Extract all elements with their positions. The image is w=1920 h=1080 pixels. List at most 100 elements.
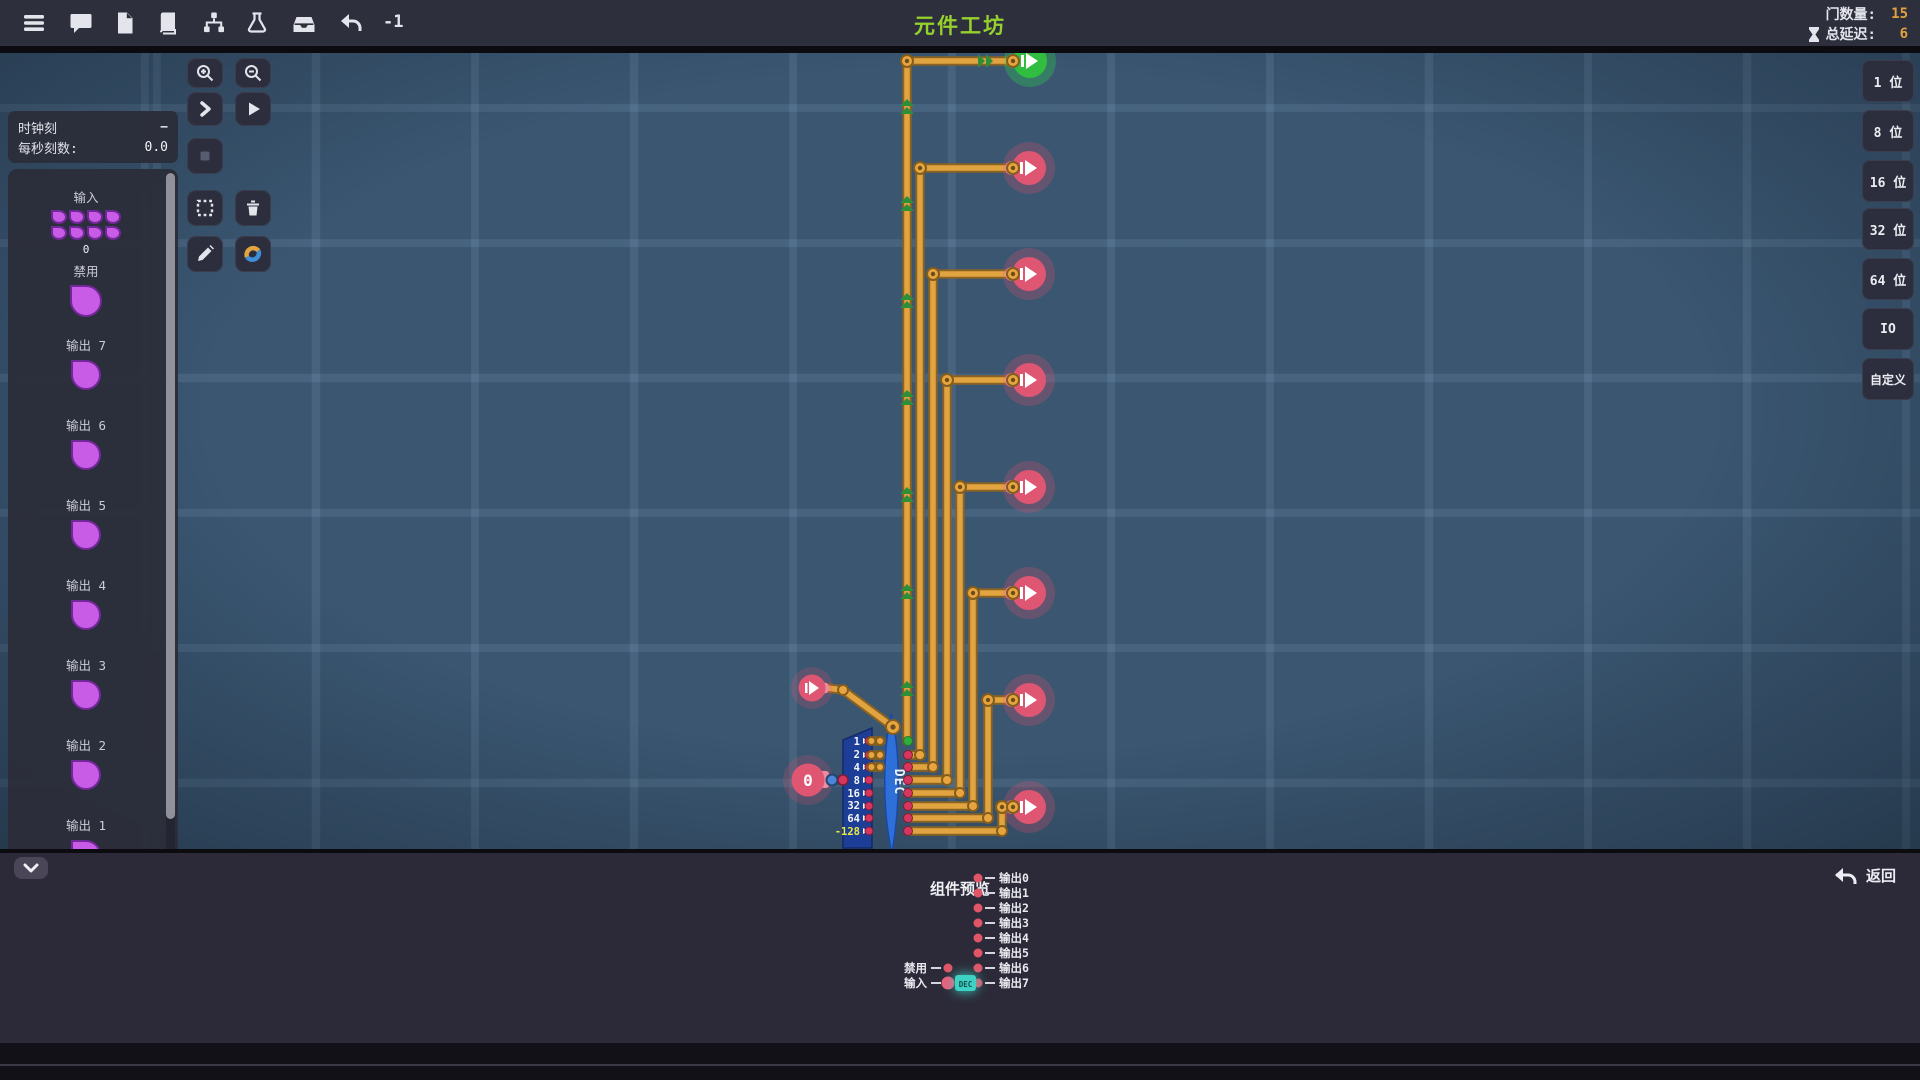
bit-drop-glyph xyxy=(71,600,101,630)
dec-pin-label-neg128: -128 xyxy=(835,826,860,838)
dec-pin-label: 8 xyxy=(854,775,860,787)
palette-item-output5[interactable]: 输出 5 xyxy=(8,495,164,553)
delay-value: 6 xyxy=(1899,26,1908,42)
bit-width-io[interactable]: IO xyxy=(1862,308,1914,350)
wire-node-holes xyxy=(890,58,1016,810)
bit-width-8[interactable]: 8 位 xyxy=(1862,110,1914,152)
flask-icon[interactable] xyxy=(245,11,269,35)
title-bar: -1 元件工坊 门数量: 15 总延迟: 6 xyxy=(0,0,1920,46)
palette-scrollbar-thumb[interactable] xyxy=(166,173,175,819)
wire-output3 xyxy=(905,377,1016,783)
dec-component-label: DEC xyxy=(891,769,906,795)
palette-item-disable[interactable]: 禁用 xyxy=(8,261,164,320)
byte-wire-nodes[interactable] xyxy=(825,773,849,787)
step-button[interactable] xyxy=(187,92,223,126)
palette-item-output3[interactable]: 输出 3 xyxy=(8,655,164,713)
palette-item-label: 输出 1 xyxy=(65,818,107,833)
palette-item-output2[interactable]: 输出 2 xyxy=(8,735,164,793)
preview-diagram: 输出0 输出1 输出2 输出3 输出4 输出5 输出6 输出7 xyxy=(904,871,1029,991)
dec-pin-label: 16 xyxy=(847,788,860,800)
svg-text:输出4: 输出4 xyxy=(999,931,1029,945)
dec-pin-label: 1 xyxy=(854,736,860,748)
svg-text:DEC: DEC xyxy=(959,980,973,989)
wire-output2 xyxy=(905,271,1016,770)
stop-button[interactable] xyxy=(187,138,223,174)
menu-icon[interactable] xyxy=(22,11,46,35)
palette-item-label: 禁用 xyxy=(73,264,99,279)
tps-value: 0.0 xyxy=(144,139,168,155)
bit-width-16[interactable]: 16 位 xyxy=(1862,160,1914,202)
wire-nodes[interactable] xyxy=(837,54,1020,837)
bit-width-64[interactable]: 64 位 xyxy=(1862,258,1914,300)
svg-text:禁用: 禁用 xyxy=(904,961,927,975)
palette-item-label: 输出 5 xyxy=(65,498,107,513)
color-wheel-button[interactable] xyxy=(235,236,271,272)
palette-item-input[interactable]: 输入 0 xyxy=(8,187,164,256)
output-pin-4[interactable] xyxy=(1003,461,1055,513)
dec-pin-label: 32 xyxy=(847,800,860,812)
palette-input-value: 0 xyxy=(82,243,90,256)
svg-text:输入: 输入 xyxy=(904,976,927,990)
palette-item-output6[interactable]: 输出 6 xyxy=(8,415,164,473)
wire-output6 xyxy=(905,697,1016,821)
svg-text:输出5: 输出5 xyxy=(999,946,1029,960)
preview-left-pins: 禁用 输入 xyxy=(904,961,955,990)
back-button[interactable]: 返回 xyxy=(1833,865,1896,886)
hourglass-icon xyxy=(1808,26,1820,42)
bit-drop-glyph xyxy=(71,440,101,470)
component-palette[interactable]: 输入 0 禁用 输出 7 输出 6 输出 5 输出 4 输出 xyxy=(8,169,178,891)
bit-width-custom[interactable]: 自定义 xyxy=(1862,358,1914,400)
tps-label: 每秒刻数: xyxy=(18,141,78,157)
disable-input-pin[interactable] xyxy=(791,667,833,709)
palette-item-label: 输出 4 xyxy=(65,578,107,593)
step-counter: -1 xyxy=(383,12,404,32)
svg-text:输出7: 输出7 xyxy=(999,976,1029,990)
dec-pin-label: 4 xyxy=(854,762,860,774)
zoom-out-button[interactable] xyxy=(235,58,271,88)
page-title: 元件工坊 xyxy=(914,14,1006,38)
byte-input-pin[interactable]: 0 xyxy=(783,755,833,805)
zoom-in-button[interactable] xyxy=(187,58,223,88)
preview-right-pins: 输出0 输出1 输出2 输出3 输出4 输出5 输出6 输出7 xyxy=(973,871,1029,990)
book-icon[interactable] xyxy=(156,11,180,35)
collapse-panel-button[interactable] xyxy=(14,857,48,879)
dec-out-0-active xyxy=(903,736,913,746)
delete-button[interactable] xyxy=(235,190,271,226)
undo-icon[interactable] xyxy=(339,11,363,35)
circuit-canvas[interactable]: DEC 1 2 4 8 16 32 64 -128 xyxy=(0,53,1920,891)
bit-width-1[interactable]: 1 位 xyxy=(1862,60,1914,102)
new-file-icon[interactable] xyxy=(113,11,137,35)
gate-count-stat: 门数量: 15 xyxy=(1826,4,1908,24)
hierarchy-icon[interactable] xyxy=(202,11,226,35)
bit-drop-glyph xyxy=(71,760,101,790)
footer-strip xyxy=(0,1043,1920,1080)
dec-body xyxy=(884,713,899,849)
dec-component[interactable]: DEC 1 2 4 8 16 32 64 -128 xyxy=(835,713,913,849)
component-preview-panel: 组件预览 输出0 输出1 输出2 输出3 输出4 输出5 输出6 输出7 xyxy=(0,853,1920,1043)
wires[interactable] xyxy=(821,56,1018,836)
delay-stat: 总延迟: 6 xyxy=(1808,24,1908,44)
clock-collapse-button[interactable]: − xyxy=(160,119,168,135)
play-button[interactable] xyxy=(235,92,271,126)
palette-item-output7[interactable]: 输出 7 xyxy=(8,335,164,393)
signal-chevrons xyxy=(900,54,993,696)
palette-item-label: 输入 xyxy=(73,190,99,205)
chat-icon[interactable] xyxy=(69,11,93,35)
wire-output5 xyxy=(905,590,1016,809)
canvas-bottom-separator xyxy=(0,849,1920,853)
bit-drop-glyph xyxy=(71,680,101,710)
clock-title: 时钟刻 xyxy=(18,121,58,137)
bit-drop-glyph xyxy=(70,285,102,317)
dec-pin-label: 64 xyxy=(847,813,860,825)
bit-width-32[interactable]: 32 位 xyxy=(1862,208,1914,250)
svg-text:输出6: 输出6 xyxy=(999,961,1029,975)
svg-text:输出2: 输出2 xyxy=(999,901,1029,915)
byte-input-glyph xyxy=(8,210,164,240)
edit-button[interactable] xyxy=(187,236,223,272)
palette-item-label: 输出 3 xyxy=(65,658,107,673)
byte-input-value: 0 xyxy=(803,771,813,790)
box-select-button[interactable] xyxy=(187,190,223,226)
svg-text:输出0: 输出0 xyxy=(999,871,1029,885)
tray-icon[interactable] xyxy=(292,11,316,35)
palette-item-output4[interactable]: 输出 4 xyxy=(8,575,164,633)
